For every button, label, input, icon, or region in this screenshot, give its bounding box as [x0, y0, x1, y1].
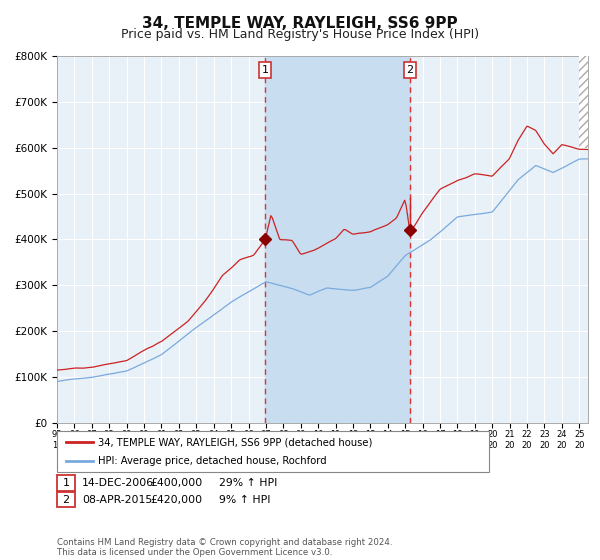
Text: £420,000: £420,000: [150, 494, 202, 505]
Text: 34, TEMPLE WAY, RAYLEIGH, SS6 9PP (detached house): 34, TEMPLE WAY, RAYLEIGH, SS6 9PP (detac…: [98, 437, 372, 447]
Text: 34, TEMPLE WAY, RAYLEIGH, SS6 9PP: 34, TEMPLE WAY, RAYLEIGH, SS6 9PP: [142, 16, 458, 31]
Text: 14-DEC-2006: 14-DEC-2006: [82, 478, 154, 488]
Text: 1: 1: [62, 478, 70, 488]
Text: HPI: Average price, detached house, Rochford: HPI: Average price, detached house, Roch…: [98, 456, 326, 466]
Text: Contains HM Land Registry data © Crown copyright and database right 2024.
This d: Contains HM Land Registry data © Crown c…: [57, 538, 392, 557]
Polygon shape: [579, 56, 588, 148]
Text: Price paid vs. HM Land Registry's House Price Index (HPI): Price paid vs. HM Land Registry's House …: [121, 28, 479, 41]
Bar: [265, 56, 410, 423]
Text: £400,000: £400,000: [150, 478, 202, 488]
Text: 2: 2: [62, 494, 70, 505]
Text: 1: 1: [262, 65, 269, 74]
Text: 08-APR-2015: 08-APR-2015: [82, 494, 152, 505]
Text: 9% ↑ HPI: 9% ↑ HPI: [219, 494, 271, 505]
Text: 29% ↑ HPI: 29% ↑ HPI: [219, 478, 277, 488]
Text: 2: 2: [406, 65, 413, 74]
